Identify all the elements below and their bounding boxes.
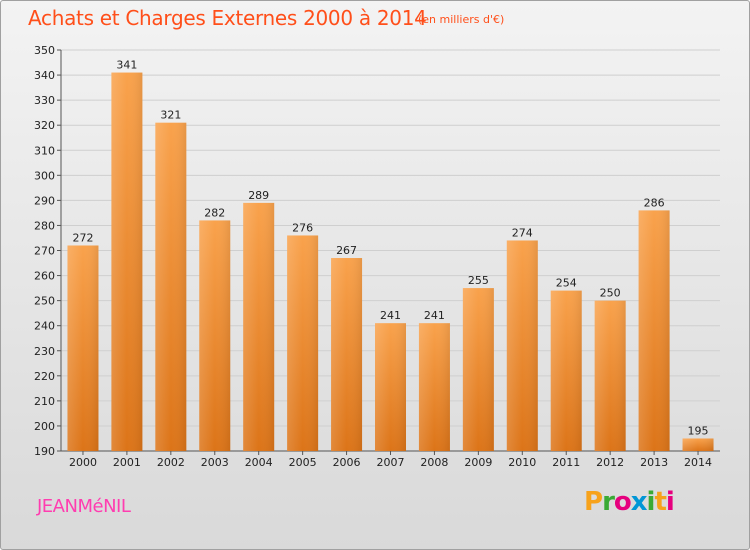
data-label: 254 [556,277,577,290]
y-tick-label: 310 [34,144,55,157]
y-tick-label: 270 [34,245,55,258]
y-tick-label: 250 [34,295,55,308]
logo-letter: P [584,487,603,517]
bar-shade [331,258,363,451]
y-tick-label: 240 [34,320,55,333]
y-tick-label: 230 [34,345,55,358]
y-tick-label: 330 [34,94,55,107]
x-tick-label: 2000 [69,456,97,469]
bar-shade [462,288,494,451]
x-tick-label: 2006 [333,456,361,469]
data-label: 272 [72,231,93,244]
logo-letter: t [654,487,666,517]
data-label: 321 [160,109,181,122]
bar-shade [111,72,143,452]
x-tick-label: 2002 [157,456,185,469]
proxiti-logo: Proxiti [584,487,675,517]
y-tick-label: 220 [34,370,55,383]
bar-shade [418,323,450,451]
data-label: 255 [468,274,489,287]
x-tick-label: 2011 [552,456,580,469]
y-tick-label: 350 [34,44,55,57]
x-tick-label: 2001 [113,456,141,469]
bar-shade [550,290,582,451]
y-tick-label: 300 [34,169,55,182]
commune-name: JEANMéNIL [37,496,131,517]
data-label: 282 [204,206,225,219]
y-tick-label: 340 [34,69,55,82]
x-tick-label: 2012 [596,456,624,469]
data-label: 195 [688,424,709,437]
y-tick-label: 260 [34,270,55,283]
y-tick-label: 290 [34,194,55,207]
data-label: 274 [512,226,533,239]
bar-shade [199,220,231,451]
y-tick-label: 320 [34,119,55,132]
bar-shade [375,323,406,451]
x-tick-label: 2007 [377,456,405,469]
y-tick-label: 190 [34,445,55,458]
y-tick-label: 200 [34,420,55,433]
data-label: 241 [380,309,401,322]
logo-letter: x [630,487,648,517]
y-tick-label: 210 [34,395,55,408]
logo-letter: i [646,487,656,517]
bar-shade [638,210,670,451]
logo-letter: o [613,487,632,517]
bar-shade [287,235,319,451]
logo-letter: i [665,487,675,517]
x-tick-label: 2013 [640,456,668,469]
chart-subtitle: (en milliers d'€) [418,13,505,26]
x-tick-label: 2009 [464,456,492,469]
bar-shade [682,438,714,451]
data-label: 289 [248,189,269,202]
bar-shade [594,300,626,451]
data-label: 276 [292,221,313,234]
chart-title: Achats et Charges Externes 2000 à 2014 [28,6,427,30]
bar-shade [155,122,187,452]
data-label: 286 [644,196,665,209]
bar-shade [67,245,99,451]
data-label: 250 [600,287,621,300]
x-tick-label: 2010 [508,456,536,469]
x-tick-label: 2014 [684,456,712,469]
data-label: 341 [116,59,137,72]
bar-shade [506,240,538,451]
logo-letter: r [602,487,615,517]
x-tick-label: 2005 [289,456,317,469]
data-label: 267 [336,244,357,257]
y-tick-label: 280 [34,219,55,232]
x-tick-label: 2003 [201,456,229,469]
x-tick-label: 2004 [245,456,273,469]
bar-shade [243,202,275,451]
x-tick-label: 2008 [420,456,448,469]
data-label: 241 [424,309,445,322]
